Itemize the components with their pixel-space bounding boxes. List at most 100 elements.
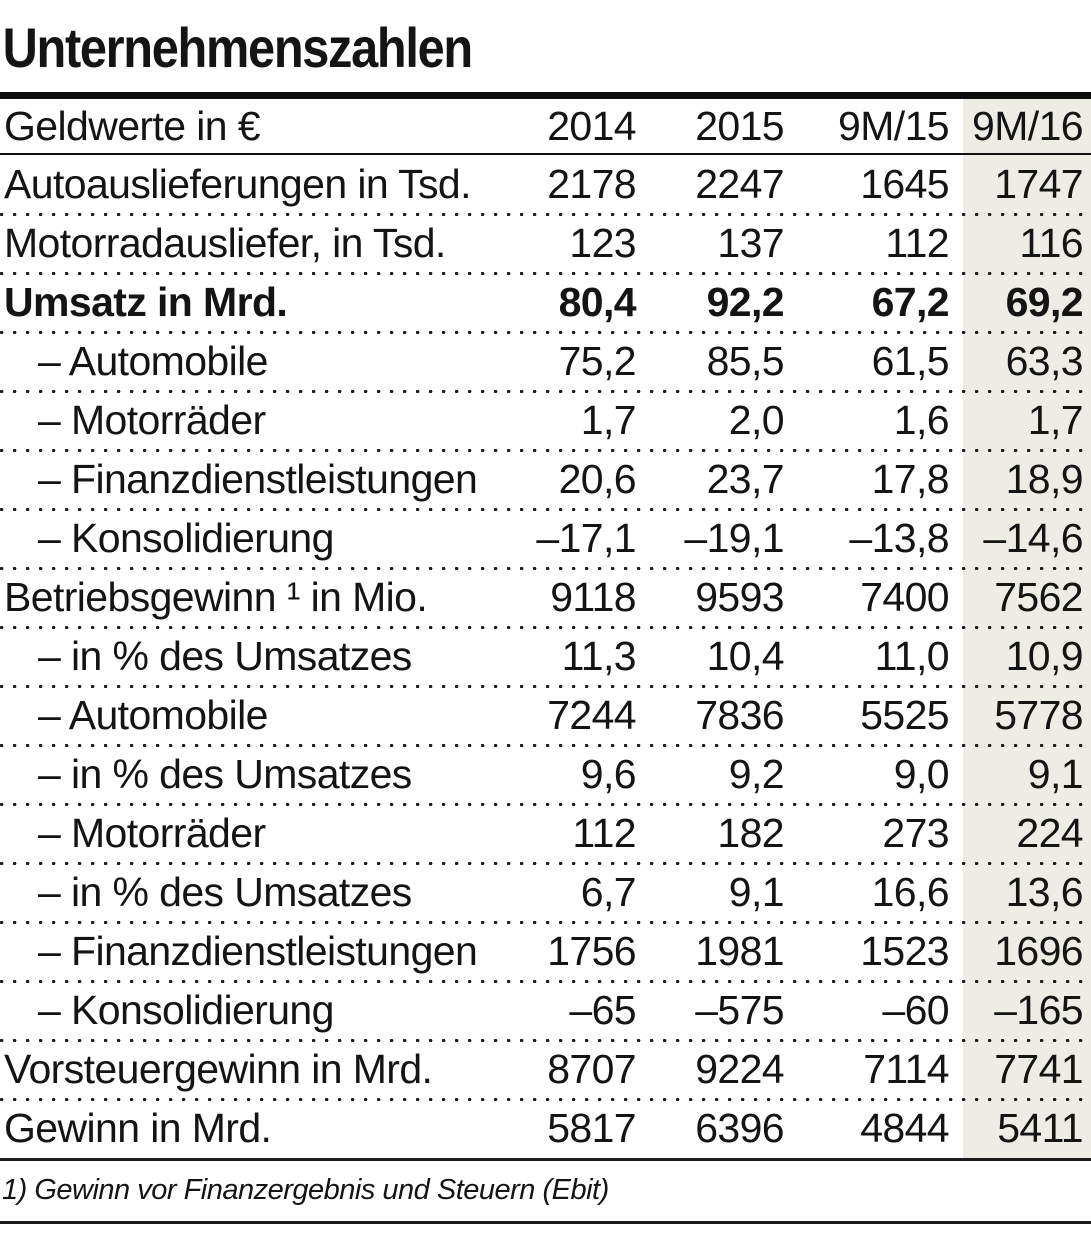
row-value-9M/16: –14,6 bbox=[983, 515, 1083, 561]
row-label: – Konsolidierung bbox=[38, 987, 334, 1033]
table-row: – Finanzdienstleistungen 1756 1981 1523 1696 bbox=[0, 922, 1091, 983]
column-header-2015: 2015 bbox=[695, 102, 784, 149]
table-row: – Konsolidierung –17,1 –19,1 –13,8 –14,6 bbox=[0, 509, 1091, 570]
row-value-9M/15: 5525 bbox=[860, 692, 949, 738]
row-value-9M/15: 9,0 bbox=[893, 751, 950, 797]
row-value-2015: 2247 bbox=[695, 161, 784, 207]
row-label: – Finanzdienstleistungen bbox=[38, 928, 478, 974]
row-value-2015: 92,2 bbox=[706, 279, 785, 325]
table-row: Gewinn in Mrd. 5817 6396 4844 5411 bbox=[0, 1099, 1091, 1158]
row-value-9M/16: 1747 bbox=[994, 161, 1083, 207]
row-value-2015: 9,1 bbox=[728, 869, 785, 915]
row-label: – Konsolidierung bbox=[38, 515, 334, 561]
row-label: Gewinn in Mrd. bbox=[4, 1105, 272, 1151]
row-value-9M/16: 7562 bbox=[994, 574, 1083, 620]
row-value-9M/16: 1696 bbox=[994, 928, 1083, 974]
row-value-2015: 137 bbox=[717, 220, 784, 266]
row-value-9M/16: 116 bbox=[1019, 220, 1083, 266]
row-value-9M/15: 1523 bbox=[860, 928, 949, 974]
row-value-2015: –575 bbox=[695, 987, 784, 1033]
table-row: Vorsteuergewinn in Mrd. 8707 9224 7114 7741 bbox=[0, 1040, 1091, 1101]
column-header-2014: 2014 bbox=[547, 102, 636, 149]
table-row: – Konsolidierung –65 –575 –60 –165 bbox=[0, 981, 1091, 1042]
row-value-9M/16: 10,9 bbox=[1005, 633, 1084, 679]
row-value-2015: 182 bbox=[717, 810, 784, 856]
row-label: – Motorräder bbox=[38, 397, 266, 443]
row-value-2014: 5817 bbox=[547, 1105, 636, 1151]
table-row: – in % des Umsatzes 11,3 10,4 11,0 10,9 bbox=[0, 627, 1091, 688]
row-label: – Finanzdienstleistungen bbox=[38, 456, 478, 502]
row-value-9M/16: 13,6 bbox=[1005, 869, 1084, 915]
row-value-2014: 123 bbox=[569, 220, 636, 266]
row-label: – in % des Umsatzes bbox=[38, 633, 412, 679]
row-value-2014: 9,6 bbox=[580, 751, 637, 797]
row-value-2014: 20,6 bbox=[558, 456, 637, 502]
row-label: Autoauslieferungen in Tsd. bbox=[4, 161, 471, 207]
row-value-2014: 9118 bbox=[550, 574, 636, 620]
row-value-2014: 1,7 bbox=[580, 397, 637, 443]
row-value-2015: 6396 bbox=[695, 1105, 784, 1151]
row-value-2015: 9,2 bbox=[728, 751, 785, 797]
row-label: Vorsteuergewinn in Mrd. bbox=[4, 1046, 433, 1092]
row-value-2015: 10,4 bbox=[706, 633, 785, 679]
row-value-2014: –65 bbox=[569, 987, 636, 1033]
table-row: – in % des Umsatzes 6,7 9,1 16,6 13,6 bbox=[0, 863, 1091, 924]
row-value-2014: 11,3 bbox=[561, 633, 637, 679]
row-label: – Automobile bbox=[38, 338, 268, 384]
row-value-2015: 9224 bbox=[695, 1046, 784, 1092]
row-value-9M/15: 1645 bbox=[860, 161, 949, 207]
row-value-2014: 6,7 bbox=[580, 869, 637, 915]
row-value-2015: 85,5 bbox=[706, 338, 785, 384]
footnote-bottom-rule bbox=[0, 1221, 1091, 1224]
row-value-9M/15: 273 bbox=[882, 810, 949, 856]
table-row: Autoauslieferungen in Tsd. 2178 2247 1645 17… bbox=[0, 155, 1091, 216]
row-label: – Automobile bbox=[38, 692, 268, 738]
column-header-9m16: 9M/16 bbox=[972, 102, 1084, 149]
row-value-2015: 7836 bbox=[695, 692, 784, 738]
row-value-9M/15: 1,6 bbox=[893, 397, 950, 443]
company-figures-table: Geldwerte in € 2014 2015 9M/15 9M/16 Aut… bbox=[0, 99, 1091, 1224]
title-divider-rule bbox=[0, 92, 1091, 99]
table-row: Umsatz in Mrd. 80,4 92,2 67,2 69,2 bbox=[0, 273, 1091, 334]
row-value-2015: 2,0 bbox=[728, 397, 785, 443]
row-value-2014: –17,1 bbox=[536, 515, 636, 561]
row-value-9M/15: –60 bbox=[882, 987, 949, 1033]
row-value-9M/15: 7400 bbox=[860, 574, 949, 620]
row-value-9M/16: 69,2 bbox=[1005, 279, 1084, 325]
row-value-9M/15: 17,8 bbox=[871, 456, 950, 502]
row-value-2014: 2178 bbox=[547, 161, 636, 207]
table-row: – Automobile 75,2 85,5 61,5 63,3 bbox=[0, 332, 1091, 393]
table-row: Motorradausliefer, in Tsd. 123 137 112 116 bbox=[0, 214, 1091, 275]
row-label: – in % des Umsatzes bbox=[38, 751, 412, 797]
table-bottom-rule bbox=[0, 1158, 1091, 1161]
row-value-2014: 1756 bbox=[547, 928, 636, 974]
row-value-9M/16: 5778 bbox=[994, 692, 1083, 738]
row-value-9M/16: –165 bbox=[994, 987, 1083, 1033]
row-value-2015: 23,7 bbox=[706, 456, 785, 502]
table-row: – Motorräder 112 182 273 224 bbox=[0, 804, 1091, 865]
row-value-9M/15: 7114 bbox=[863, 1046, 949, 1092]
row-value-9M/15: 112 bbox=[885, 220, 949, 266]
row-value-2014: 112 bbox=[572, 810, 636, 856]
table-row: Betriebsgewinn ¹ in Mio. 9118 9593 7400 7562 bbox=[0, 568, 1091, 629]
row-value-9M/15: 11,0 bbox=[874, 633, 950, 679]
row-value-2014: 8707 bbox=[547, 1046, 636, 1092]
table-row: – Finanzdienstleistungen 20,6 23,7 17,8 18,9 bbox=[0, 450, 1091, 511]
row-value-9M/15: 4844 bbox=[860, 1105, 949, 1151]
row-value-2015: –19,1 bbox=[684, 515, 784, 561]
row-value-2015: 1981 bbox=[695, 928, 784, 974]
row-value-9M/15: –13,8 bbox=[849, 515, 949, 561]
row-value-9M/16: 224 bbox=[1016, 810, 1083, 856]
row-label: Umsatz in Mrd. bbox=[4, 279, 288, 325]
table-row: – in % des Umsatzes 9,6 9,2 9,0 9,1 bbox=[0, 745, 1091, 806]
row-value-9M/15: 61,5 bbox=[871, 338, 950, 384]
row-value-2014: 75,2 bbox=[558, 338, 637, 384]
row-label: Betriebsgewinn ¹ in Mio. bbox=[4, 574, 428, 620]
row-value-2014: 80,4 bbox=[558, 279, 637, 325]
table-row: – Motorräder 1,7 2,0 1,6 1,7 bbox=[0, 391, 1091, 452]
page-title: Unternehmenszahlen bbox=[2, 16, 474, 79]
table-body: Autoauslieferungen in Tsd. 2178 2247 1645 17… bbox=[0, 155, 1091, 1158]
row-value-9M/16: 63,3 bbox=[1005, 338, 1084, 384]
row-value-9M/16: 7741 bbox=[994, 1046, 1083, 1092]
